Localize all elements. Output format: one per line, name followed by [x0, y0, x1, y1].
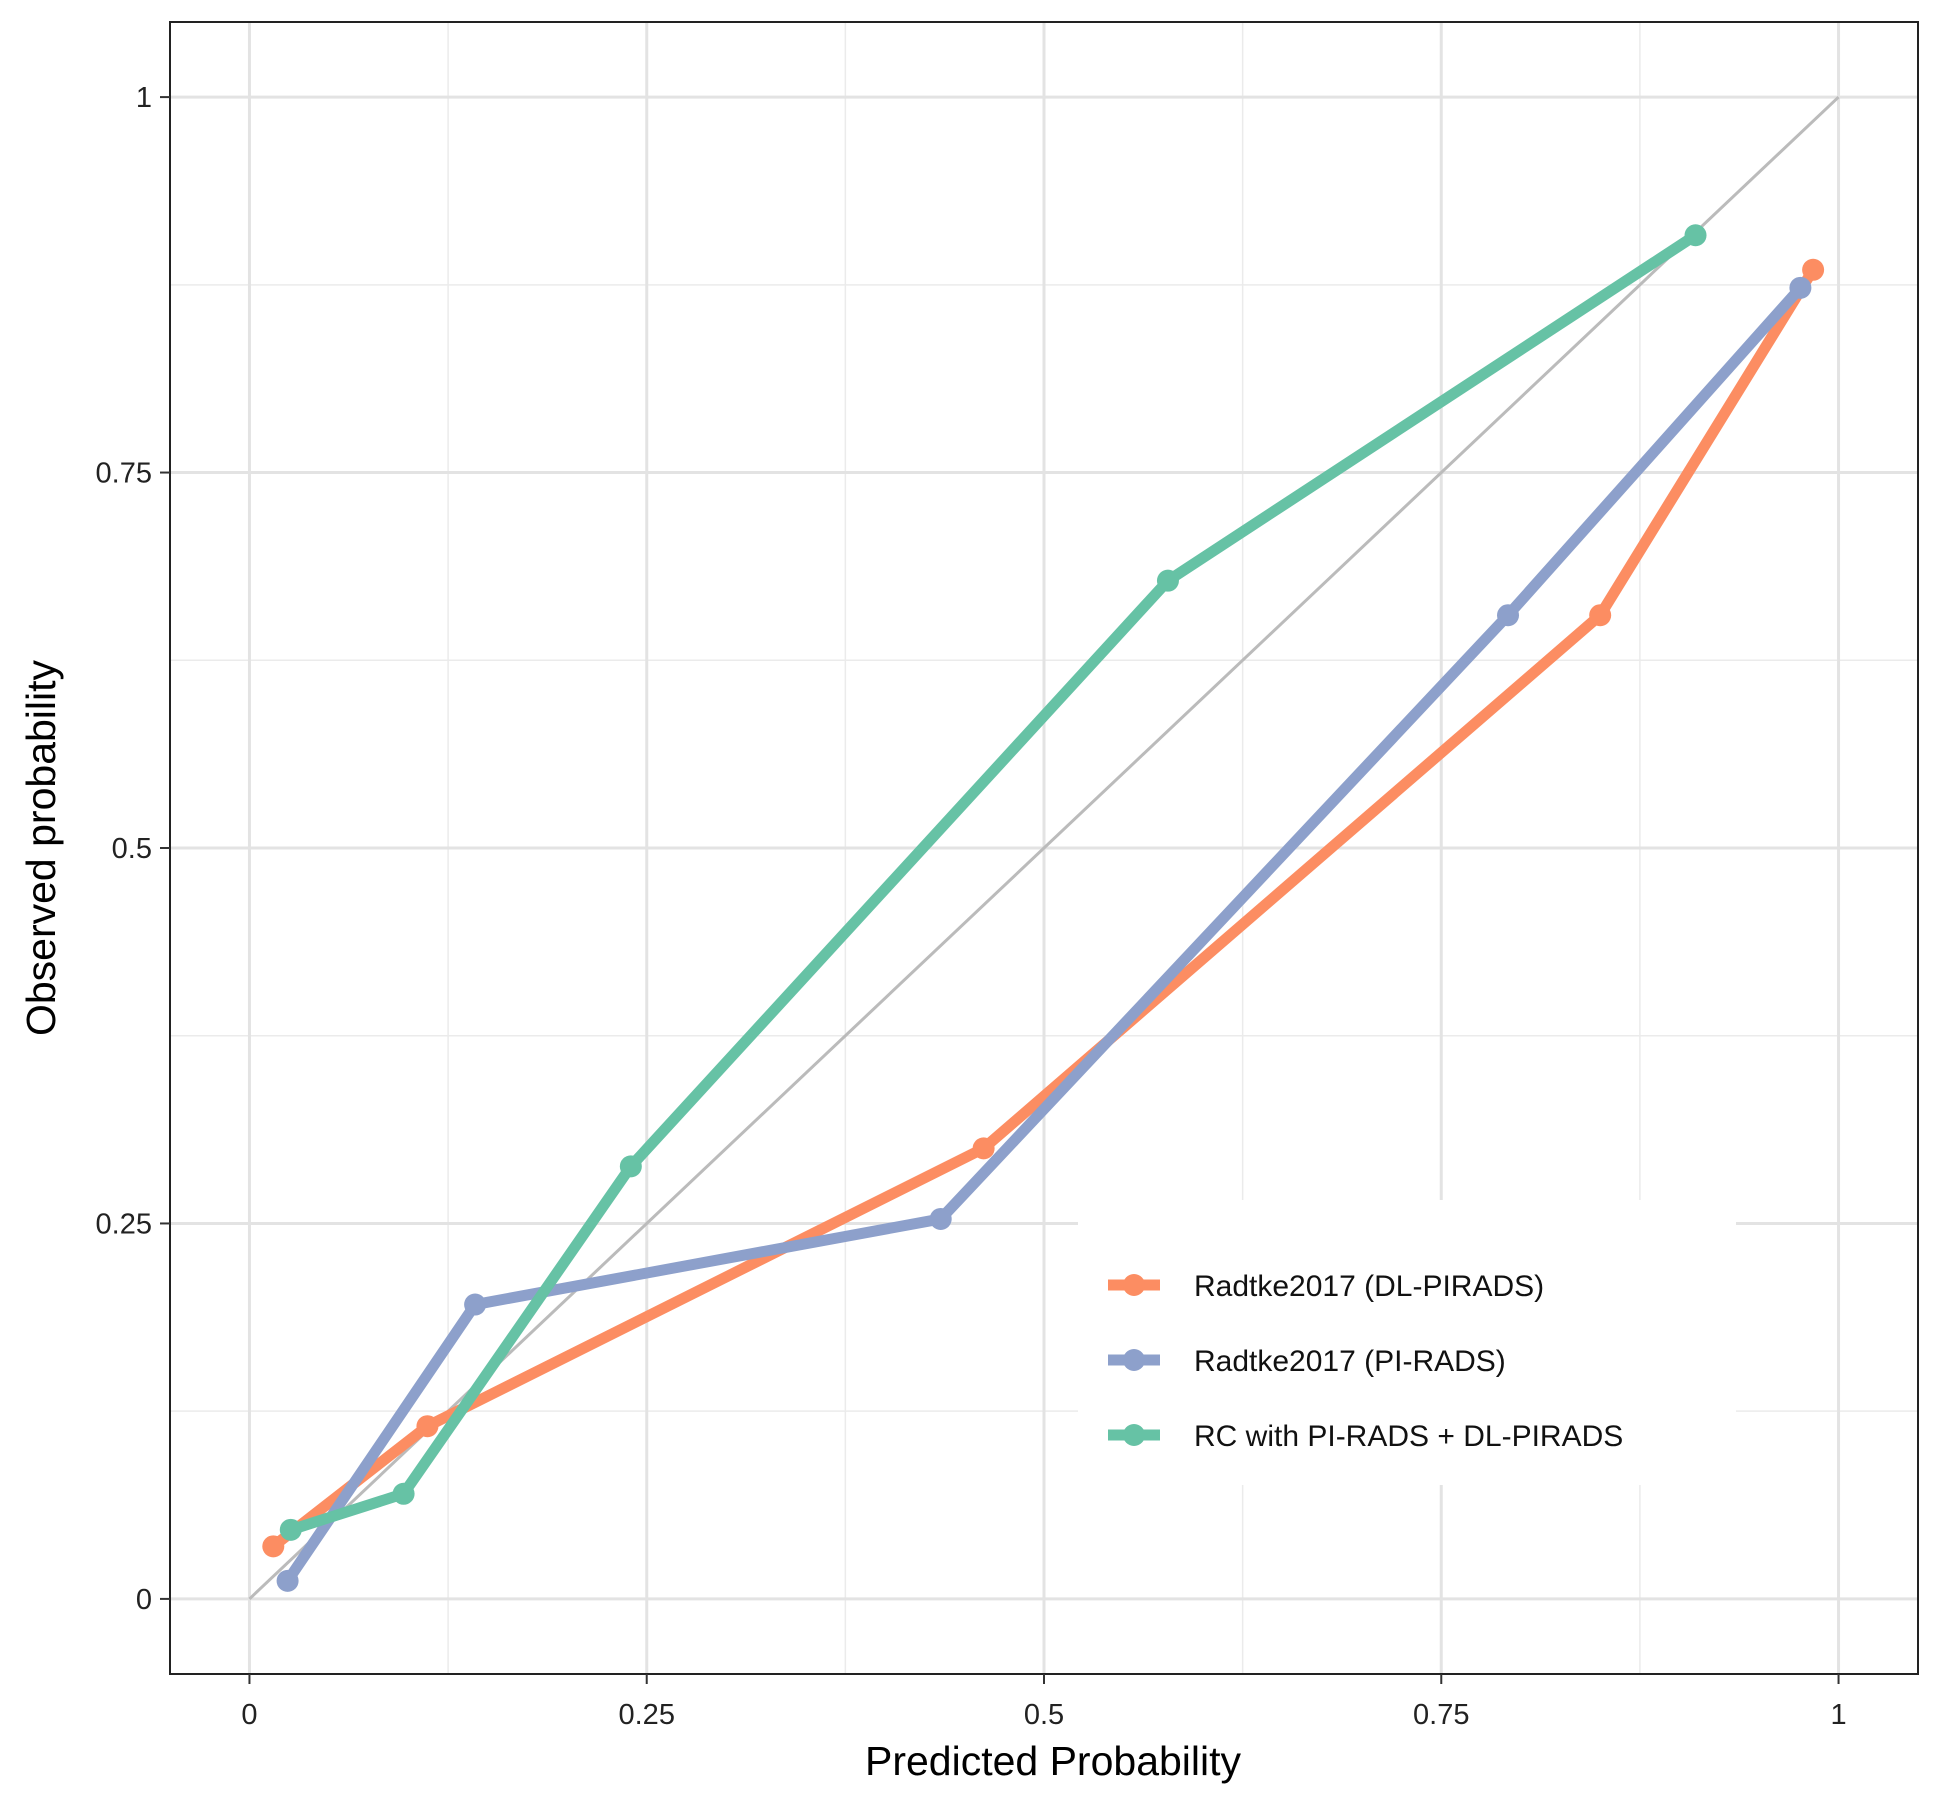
data-point	[619, 1155, 642, 1178]
data-point	[1589, 604, 1612, 627]
data-point	[1684, 224, 1707, 247]
data-point	[279, 1518, 302, 1541]
data-point	[1802, 258, 1825, 281]
legend-label: RC with PI-RADS + DL-PIRADS	[1194, 1420, 1623, 1453]
legend-item: Radtke2017 (DL-PIRADS)	[1108, 1270, 1544, 1303]
legend-item: RC with PI-RADS + DL-PIRADS	[1108, 1420, 1623, 1453]
data-point	[1497, 604, 1520, 627]
x-tick-label: 0.75	[1413, 1699, 1469, 1731]
y-tick-label: 0.75	[96, 458, 152, 490]
data-point	[262, 1535, 285, 1558]
x-axis-title: Predicted Probability	[865, 1738, 1242, 1784]
data-point	[1156, 569, 1179, 592]
x-axis-ticks: 0 0.25 0.5 0.75 1	[241, 1674, 1847, 1731]
data-point	[276, 1569, 299, 1592]
data-point	[392, 1482, 415, 1505]
series-1	[262, 258, 1825, 1558]
y-axis-title: Observed probability	[18, 659, 64, 1036]
series-3	[279, 224, 1707, 1541]
data-point	[416, 1415, 439, 1438]
reference-line	[248, 96, 1840, 1600]
data-point	[972, 1137, 995, 1160]
legend-key-point	[1123, 1349, 1145, 1371]
y-tick-label: 0.5	[112, 833, 152, 865]
y-tick-label: 0	[136, 1584, 152, 1616]
series-layer	[262, 224, 1825, 1592]
x-tick-label: 1	[1830, 1699, 1846, 1731]
data-point	[929, 1207, 952, 1230]
legend-label: Radtke2017 (PI-RADS)	[1194, 1345, 1506, 1378]
legend-key-point	[1123, 1424, 1145, 1446]
series-2	[276, 276, 1812, 1592]
y-axis-ticks: 0 0.25 0.5 0.75 1	[96, 82, 170, 1616]
data-point	[464, 1293, 487, 1316]
legend-label: Radtke2017 (DL-PIRADS)	[1194, 1270, 1544, 1303]
legend: Radtke2017 (DL-PIRADS) Radtke2017 (PI-RAD…	[1078, 1200, 1736, 1485]
y-tick-label: 1	[136, 82, 152, 114]
legend-key-point	[1123, 1274, 1145, 1296]
x-tick-label: 0.25	[619, 1699, 675, 1731]
reference-diagonal	[248, 96, 1840, 1600]
data-point	[1789, 276, 1812, 299]
legend-item: Radtke2017 (PI-RADS)	[1108, 1345, 1506, 1378]
x-tick-label: 0	[241, 1699, 257, 1731]
y-tick-label: 0.25	[96, 1208, 152, 1240]
x-tick-label: 0.5	[1024, 1699, 1064, 1731]
legend-background	[1078, 1200, 1736, 1485]
